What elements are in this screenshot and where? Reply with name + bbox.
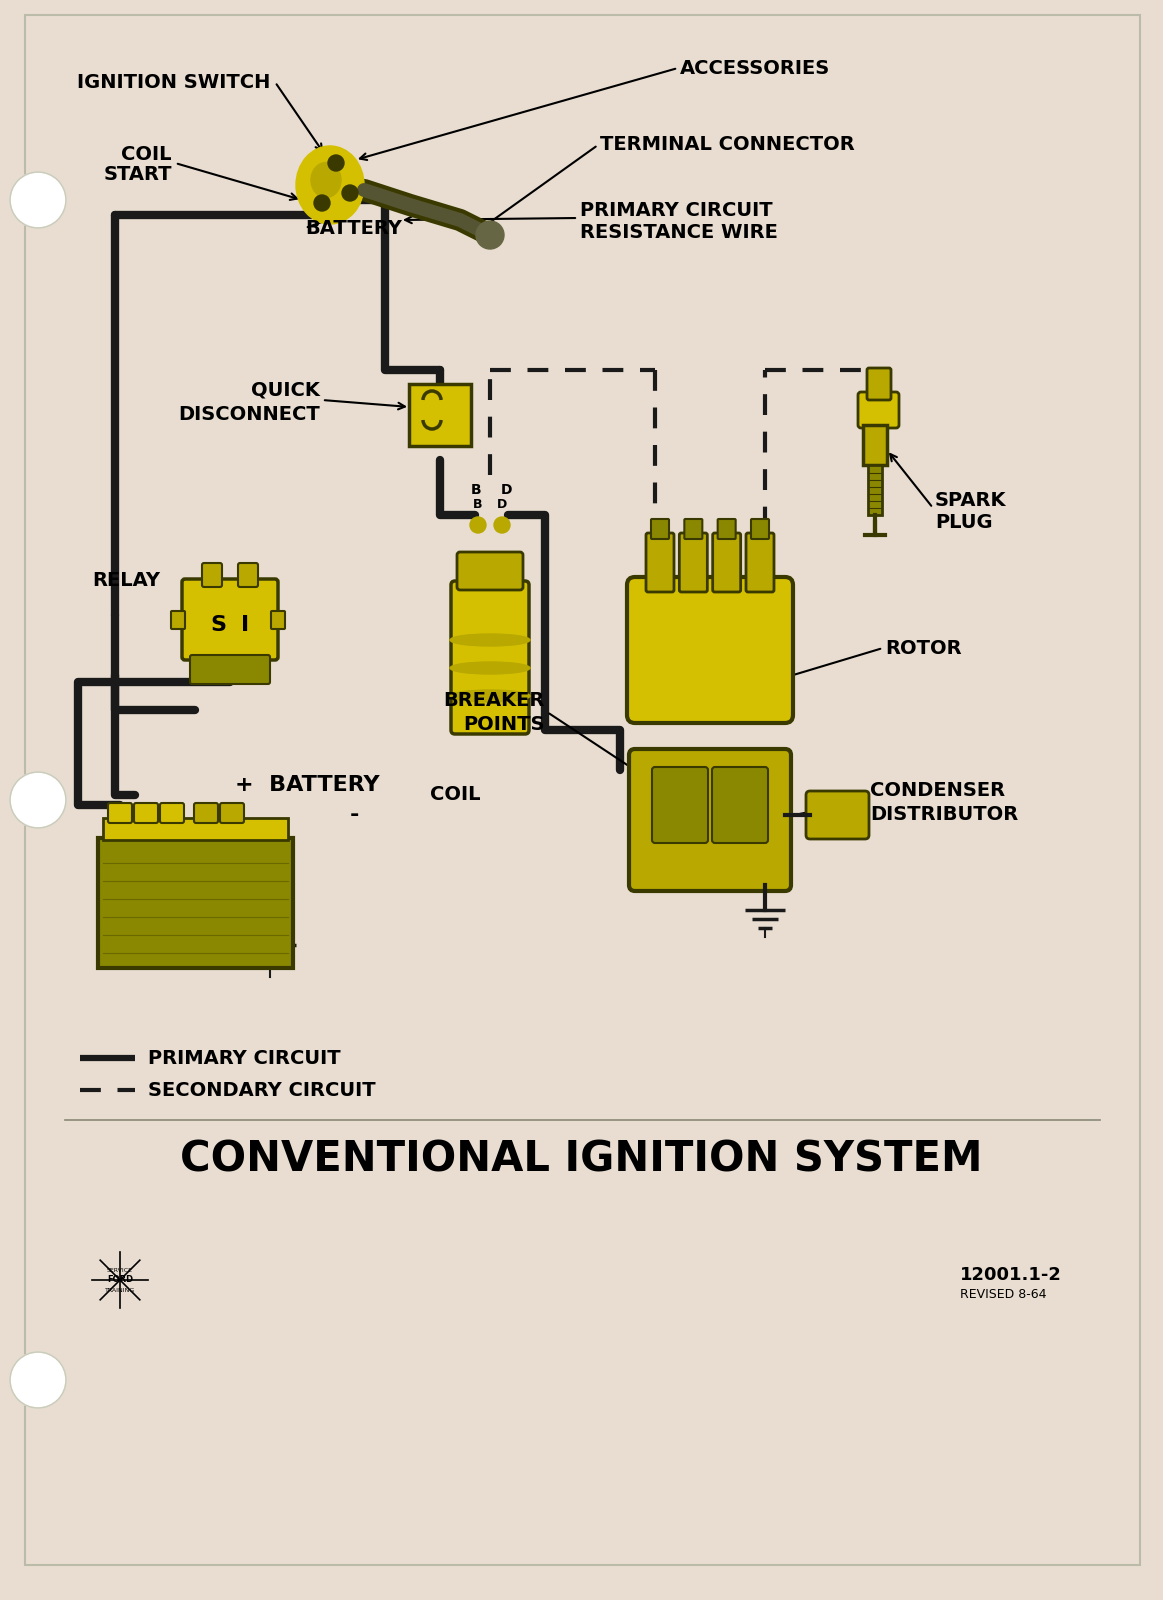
Ellipse shape <box>450 662 530 674</box>
FancyBboxPatch shape <box>858 392 899 427</box>
Text: RELAY: RELAY <box>92 571 160 589</box>
Text: FORD: FORD <box>107 1275 133 1285</box>
Text: PLUG: PLUG <box>935 514 993 533</box>
Text: I: I <box>241 614 249 635</box>
FancyBboxPatch shape <box>160 803 184 822</box>
Text: TERMINAL CONNECTOR: TERMINAL CONNECTOR <box>600 136 855 155</box>
Text: DISCONNECT: DISCONNECT <box>178 405 320 424</box>
FancyBboxPatch shape <box>863 426 887 466</box>
Circle shape <box>10 773 66 829</box>
FancyBboxPatch shape <box>868 466 882 515</box>
Text: IGNITION SWITCH: IGNITION SWITCH <box>77 72 270 91</box>
Text: SECONDARY CIRCUIT: SECONDARY CIRCUIT <box>148 1080 376 1099</box>
Text: BATTERY: BATTERY <box>305 219 402 237</box>
Circle shape <box>314 195 330 211</box>
FancyBboxPatch shape <box>134 803 158 822</box>
FancyBboxPatch shape <box>451 581 529 734</box>
Text: 12001.1-2: 12001.1-2 <box>959 1266 1062 1283</box>
FancyBboxPatch shape <box>108 803 131 822</box>
FancyBboxPatch shape <box>627 578 793 723</box>
Text: B: B <box>471 483 481 498</box>
Text: D: D <box>497 499 507 512</box>
FancyBboxPatch shape <box>718 518 736 539</box>
Text: START: START <box>104 165 172 184</box>
FancyBboxPatch shape <box>806 790 869 838</box>
FancyBboxPatch shape <box>629 749 791 891</box>
Text: ACCESSORIES: ACCESSORIES <box>680 59 830 77</box>
Text: REVISED 8-64: REVISED 8-64 <box>959 1288 1047 1301</box>
FancyBboxPatch shape <box>409 384 471 446</box>
Text: RESISTANCE WIRE: RESISTANCE WIRE <box>580 224 778 243</box>
Text: -: - <box>350 805 359 826</box>
FancyBboxPatch shape <box>98 838 293 968</box>
Circle shape <box>10 1352 66 1408</box>
Text: QUICK: QUICK <box>251 381 320 400</box>
Circle shape <box>10 171 66 227</box>
FancyBboxPatch shape <box>745 533 775 592</box>
Circle shape <box>494 517 511 533</box>
FancyBboxPatch shape <box>645 533 675 592</box>
Circle shape <box>470 517 486 533</box>
Text: +  BATTERY: + BATTERY <box>235 774 379 795</box>
FancyBboxPatch shape <box>104 818 288 840</box>
Text: PRIMARY CIRCUIT: PRIMARY CIRCUIT <box>580 200 772 219</box>
Text: SERVICE: SERVICE <box>107 1267 133 1272</box>
Text: S: S <box>211 614 226 635</box>
Text: B: B <box>473 499 483 512</box>
Text: D: D <box>500 483 512 498</box>
Text: BREAKER: BREAKER <box>443 691 545 709</box>
Ellipse shape <box>297 146 364 224</box>
FancyBboxPatch shape <box>652 766 708 843</box>
Text: DISTRIBUTOR: DISTRIBUTOR <box>870 805 1019 824</box>
Ellipse shape <box>311 163 341 197</box>
Text: CONDENSER: CONDENSER <box>870 781 1005 800</box>
FancyBboxPatch shape <box>24 14 1140 1565</box>
Circle shape <box>342 186 358 202</box>
Text: POINTS: POINTS <box>464 715 545 734</box>
FancyBboxPatch shape <box>679 533 707 592</box>
FancyBboxPatch shape <box>751 518 769 539</box>
FancyBboxPatch shape <box>866 368 891 400</box>
FancyBboxPatch shape <box>202 563 222 587</box>
Circle shape <box>476 221 504 250</box>
FancyBboxPatch shape <box>181 579 278 659</box>
Text: COIL: COIL <box>430 786 480 805</box>
Ellipse shape <box>450 634 530 646</box>
Text: SPARK: SPARK <box>935 491 1006 509</box>
Text: TRAINING: TRAINING <box>105 1288 135 1293</box>
FancyBboxPatch shape <box>457 552 523 590</box>
FancyBboxPatch shape <box>171 611 185 629</box>
FancyBboxPatch shape <box>238 563 258 587</box>
Text: COIL: COIL <box>121 146 172 165</box>
FancyBboxPatch shape <box>194 803 217 822</box>
FancyBboxPatch shape <box>713 533 741 592</box>
Ellipse shape <box>450 690 530 702</box>
Text: CONVENTIONAL IGNITION SYSTEM: CONVENTIONAL IGNITION SYSTEM <box>180 1139 983 1181</box>
FancyBboxPatch shape <box>271 611 285 629</box>
Text: PRIMARY CIRCUIT: PRIMARY CIRCUIT <box>148 1048 341 1067</box>
FancyBboxPatch shape <box>712 766 768 843</box>
Circle shape <box>328 155 344 171</box>
FancyBboxPatch shape <box>190 654 270 685</box>
FancyBboxPatch shape <box>220 803 244 822</box>
FancyBboxPatch shape <box>651 518 669 539</box>
Text: ROTOR: ROTOR <box>885 638 962 658</box>
FancyBboxPatch shape <box>684 518 702 539</box>
